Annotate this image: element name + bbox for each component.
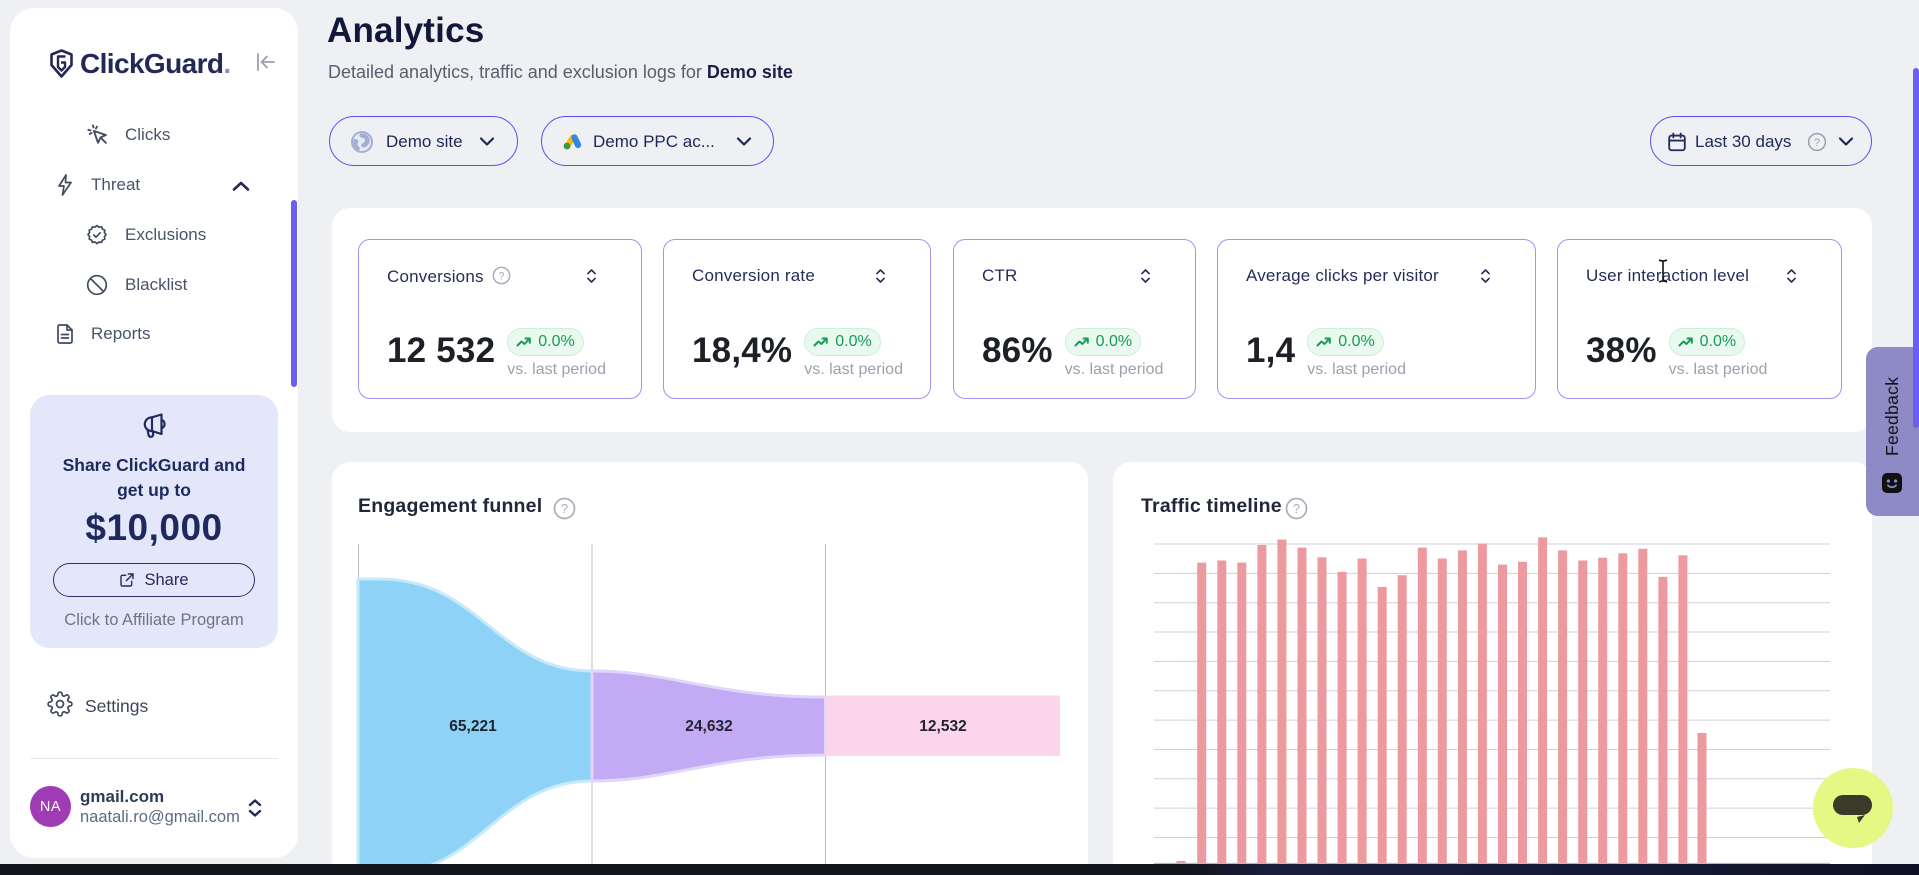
svg-text:12,532: 12,532 xyxy=(919,718,966,735)
svg-text:24,632: 24,632 xyxy=(685,718,732,735)
svg-text:?: ? xyxy=(1293,501,1300,516)
svg-text:?: ? xyxy=(498,270,504,282)
svg-text:65,221: 65,221 xyxy=(449,718,497,735)
svg-text:?: ? xyxy=(561,501,568,516)
svg-text:?: ? xyxy=(1814,137,1820,149)
